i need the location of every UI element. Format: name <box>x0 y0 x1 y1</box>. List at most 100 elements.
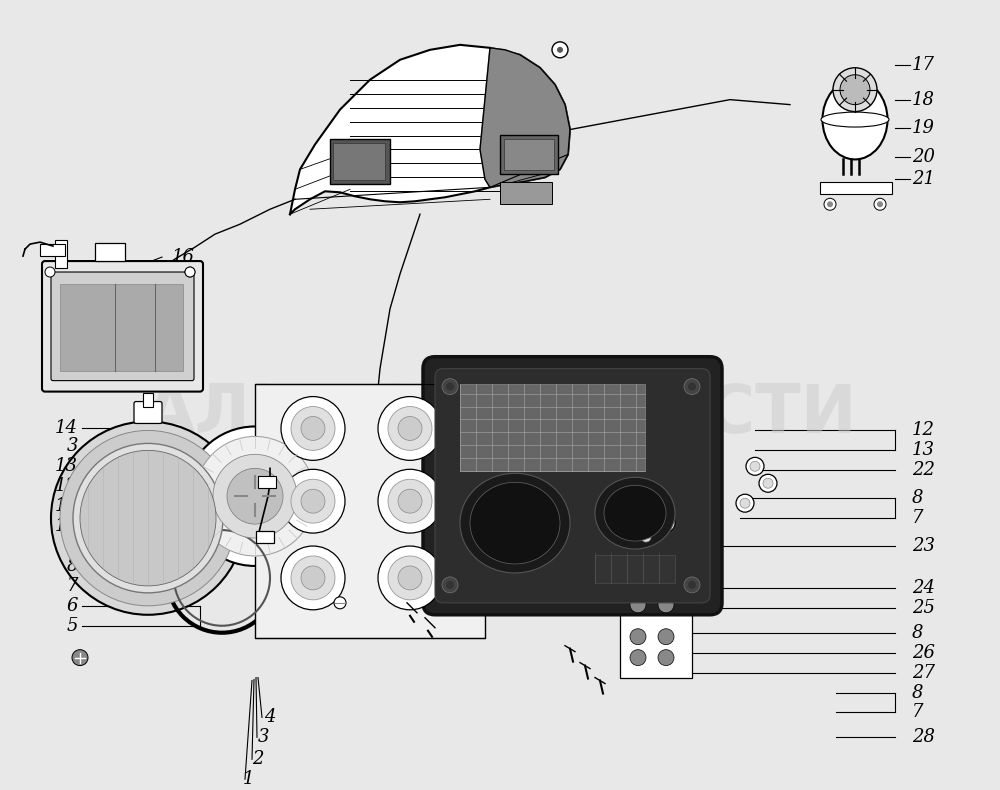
Circle shape <box>281 469 345 533</box>
Ellipse shape <box>604 485 666 541</box>
Circle shape <box>657 514 675 532</box>
Bar <box>500 182 552 205</box>
Circle shape <box>750 461 760 472</box>
FancyBboxPatch shape <box>51 272 194 381</box>
Circle shape <box>45 267 55 277</box>
Ellipse shape <box>595 477 675 549</box>
Circle shape <box>840 75 870 104</box>
Bar <box>40 244 65 256</box>
Text: 3: 3 <box>66 438 78 455</box>
Bar <box>333 144 385 180</box>
Text: 24: 24 <box>912 579 935 597</box>
Text: 5: 5 <box>66 617 78 634</box>
Circle shape <box>195 436 315 556</box>
Circle shape <box>398 489 422 514</box>
FancyBboxPatch shape <box>423 357 722 615</box>
Text: 1: 1 <box>243 770 254 788</box>
Circle shape <box>446 581 454 589</box>
Circle shape <box>442 378 458 394</box>
Text: 15: 15 <box>172 262 195 280</box>
Text: 6: 6 <box>66 596 78 615</box>
Text: 8: 8 <box>66 557 78 575</box>
Bar <box>55 240 67 268</box>
Text: 27: 27 <box>912 664 935 682</box>
Bar <box>143 393 153 407</box>
Text: 2: 2 <box>252 750 264 768</box>
Ellipse shape <box>460 473 570 573</box>
Circle shape <box>688 382 696 390</box>
Circle shape <box>641 532 651 542</box>
Circle shape <box>658 597 674 613</box>
Text: АЛЬФА-ЗАПЧАСТИ: АЛЬФА-ЗАПЧАСТИ <box>143 381 857 446</box>
Polygon shape <box>290 45 570 214</box>
Circle shape <box>736 495 754 512</box>
Circle shape <box>740 498 750 508</box>
Circle shape <box>281 546 345 610</box>
Text: 11: 11 <box>55 497 78 515</box>
Circle shape <box>684 378 700 394</box>
Circle shape <box>80 450 216 586</box>
Circle shape <box>72 649 88 666</box>
Text: 7: 7 <box>66 577 78 595</box>
Circle shape <box>378 397 442 461</box>
Circle shape <box>442 577 458 592</box>
Circle shape <box>281 397 345 461</box>
Bar <box>95 243 125 261</box>
Circle shape <box>227 468 283 524</box>
Circle shape <box>213 454 297 538</box>
Text: 20: 20 <box>912 149 935 167</box>
Circle shape <box>827 201 833 207</box>
Circle shape <box>877 201 883 207</box>
Ellipse shape <box>822 80 888 160</box>
Text: 8: 8 <box>912 489 924 507</box>
Polygon shape <box>480 48 570 187</box>
Text: 25: 25 <box>912 599 935 617</box>
Bar <box>258 476 276 488</box>
Circle shape <box>630 565 646 581</box>
Circle shape <box>334 597 346 609</box>
Circle shape <box>833 68 877 111</box>
Circle shape <box>185 267 195 277</box>
Text: 12: 12 <box>55 477 78 495</box>
Text: 9: 9 <box>66 537 78 555</box>
Circle shape <box>658 565 674 581</box>
Circle shape <box>637 528 655 546</box>
Circle shape <box>684 577 700 592</box>
Circle shape <box>557 47 563 53</box>
Bar <box>820 182 892 194</box>
Bar <box>330 140 390 184</box>
Circle shape <box>301 566 325 590</box>
Circle shape <box>60 431 236 606</box>
Ellipse shape <box>821 112 889 127</box>
FancyBboxPatch shape <box>435 369 710 603</box>
Text: 7: 7 <box>912 509 924 527</box>
Circle shape <box>185 267 195 277</box>
Text: 19: 19 <box>912 118 935 137</box>
Circle shape <box>552 42 568 58</box>
Circle shape <box>630 649 646 666</box>
Text: 21: 21 <box>912 171 935 188</box>
Text: 16: 16 <box>172 248 195 266</box>
Circle shape <box>446 382 454 390</box>
Bar <box>256 531 274 543</box>
Bar <box>460 384 645 472</box>
Circle shape <box>378 469 442 533</box>
Circle shape <box>388 556 432 600</box>
Circle shape <box>388 480 432 523</box>
Bar <box>60 284 183 371</box>
Text: 13: 13 <box>55 457 78 476</box>
Circle shape <box>378 546 442 610</box>
Circle shape <box>388 407 432 450</box>
Text: 8: 8 <box>912 624 924 641</box>
Text: 3: 3 <box>258 728 270 747</box>
Circle shape <box>291 480 335 523</box>
Circle shape <box>630 629 646 645</box>
Text: 23: 23 <box>912 537 935 555</box>
Circle shape <box>398 566 422 590</box>
Circle shape <box>759 474 777 492</box>
Bar <box>500 134 558 175</box>
Text: 7: 7 <box>912 703 924 721</box>
Text: 12: 12 <box>912 421 935 439</box>
Circle shape <box>625 514 643 532</box>
Text: 17: 17 <box>912 56 935 73</box>
